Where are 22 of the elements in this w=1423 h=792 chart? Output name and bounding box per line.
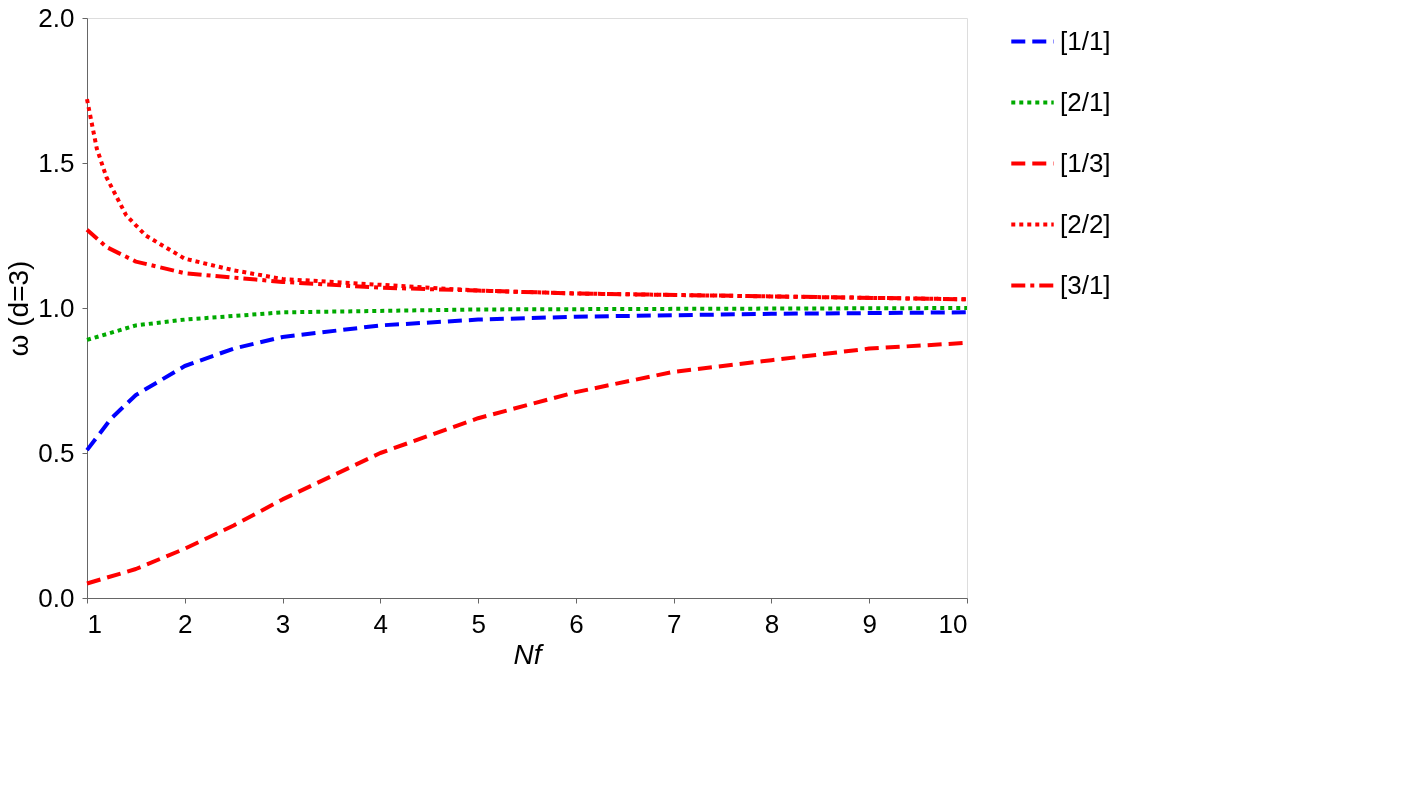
- legend-label: [1/1]: [1060, 25, 1111, 56]
- y-tick-label: 2.0: [38, 2, 75, 33]
- y-tick-label: 0.5: [38, 437, 75, 468]
- legend-label: [3/1]: [1060, 269, 1111, 300]
- x-tick-label: 2: [178, 608, 193, 639]
- y-tick-label: 1.0: [38, 292, 75, 323]
- x-tick-label: 7: [666, 608, 682, 639]
- y-tick-label: 1.5: [38, 147, 75, 178]
- y-tick-label: 0.0: [38, 582, 75, 613]
- x-axis-title: Nf: [513, 638, 545, 670]
- x-tick-label: 1: [87, 608, 102, 639]
- legend-label: [2/1]: [1060, 86, 1111, 117]
- x-tick-label: 9: [862, 608, 877, 639]
- x-tick-label: 5: [471, 608, 486, 639]
- legend-label: [1/3]: [1060, 147, 1111, 178]
- x-tick-label: 6: [569, 608, 584, 639]
- x-tick-label: 4: [373, 608, 389, 639]
- legend-label: [2/2]: [1060, 208, 1111, 239]
- y-axis-title: ω (d=3): [3, 260, 35, 357]
- x-tick-label: 3: [275, 608, 291, 639]
- x-tick-label: 8: [764, 608, 780, 639]
- x-tick-label: 10: [938, 608, 968, 639]
